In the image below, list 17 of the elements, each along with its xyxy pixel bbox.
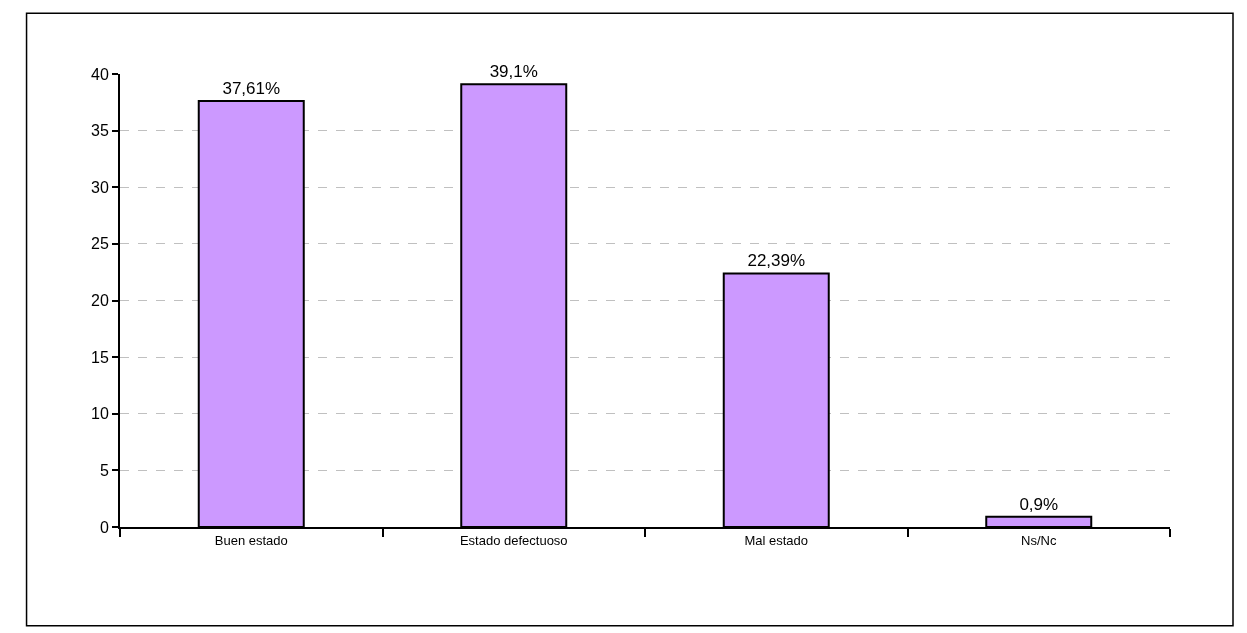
y-tick-label: 40: [91, 65, 109, 83]
y-tick-label: 10: [91, 405, 109, 423]
x-tick-label: Ns/Nc: [1021, 532, 1057, 548]
data-label: 39,1%: [489, 62, 538, 82]
data-label: 22,39%: [747, 251, 806, 271]
data-label: 0,9%: [1019, 494, 1059, 514]
x-tick-label: Estado defectuoso: [459, 532, 568, 548]
data-label: 37,61%: [222, 79, 281, 99]
y-tick-label: 35: [91, 122, 109, 140]
y-tick-label: 25: [91, 235, 109, 253]
x-tick-label: Buen estado: [214, 532, 288, 548]
y-tick-label: 5: [99, 461, 109, 479]
y-tick-label: 0: [99, 518, 109, 536]
y-tick-label: 15: [91, 348, 109, 366]
x-tick-label: Mal estado: [744, 532, 809, 548]
y-tick-label: 30: [91, 178, 109, 196]
y-tick-label: 20: [91, 292, 109, 310]
